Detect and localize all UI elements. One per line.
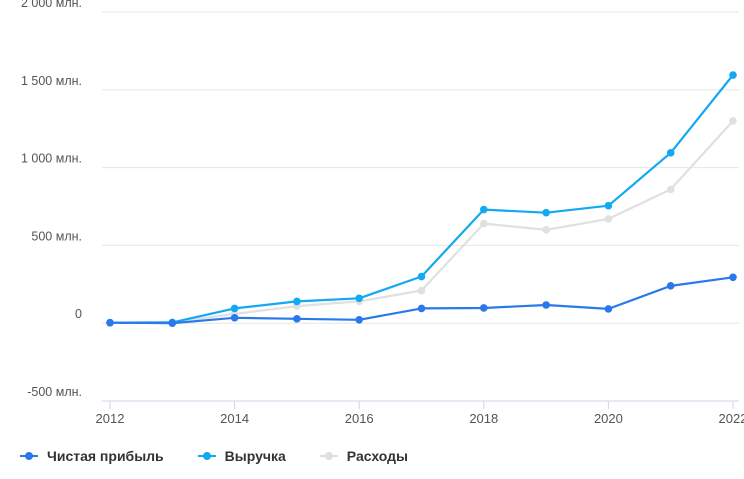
- x-tick-label: 2022: [719, 411, 744, 426]
- net-profit-point: [729, 273, 737, 282]
- net-profit-point: [542, 301, 550, 309]
- expenses-point: [666, 185, 675, 194]
- legend-label: Чистая прибыль: [47, 448, 164, 464]
- y-tick-label: 1 000 млн.: [21, 152, 82, 166]
- revenue-point: [604, 201, 613, 210]
- legend-marker-icon: [197, 451, 216, 461]
- revenue-point: [480, 205, 488, 214]
- revenue-line: [108, 73, 735, 324]
- net-profit-point: [355, 315, 364, 324]
- expenses-point: [604, 215, 613, 223]
- legend-item-net-profit[interactable]: Чистая прибыль: [20, 448, 164, 464]
- y-axis: 2 000 млн. 1 500 млн. 1 000 млн. 500 млн. 0 -…: [21, 0, 82, 399]
- y-tick-label: 500 млн.: [31, 229, 82, 243]
- revenue-point: [542, 208, 550, 217]
- expenses-point: [417, 286, 426, 295]
- grid-lines: [102, 11, 739, 402]
- series-group: [106, 71, 737, 328]
- y-tick-label: 2 000 млн.: [21, 0, 82, 10]
- net-profit-point: [666, 282, 675, 290]
- revenue-point: [417, 272, 426, 281]
- revenue-point: [230, 304, 239, 313]
- legend-item-expenses[interactable]: Расходы: [319, 448, 408, 464]
- expenses-point: [480, 219, 488, 228]
- line-chart: 2 000 млн. 1 500 млн. 1 000 млн. 500 млн. 0 -…: [21, 0, 744, 426]
- net-profit-point: [168, 319, 177, 328]
- net-profit-point: [480, 304, 488, 312]
- legend-marker-icon: [20, 451, 38, 461]
- revenue-point: [355, 294, 364, 303]
- y-tick-label: -500 млн.: [27, 385, 82, 399]
- y-tick-label: 1 500 млн.: [21, 74, 82, 88]
- revenue-point: [666, 149, 675, 157]
- x-axis: 2012 2014 2016 2018 2020 2022: [96, 400, 744, 426]
- x-tick-label: 2018: [469, 411, 498, 426]
- legend-item-revenue[interactable]: Выручка: [197, 448, 286, 464]
- x-tick-label: 2020: [594, 411, 623, 426]
- y-tick-label: 0: [75, 307, 82, 321]
- revenue-point: [729, 71, 737, 79]
- net-profit-point: [293, 315, 301, 323]
- revenue-point: [293, 297, 301, 306]
- net-profit-point: [604, 305, 613, 313]
- net-profit-point: [417, 304, 426, 313]
- legend-marker-icon: [319, 451, 338, 461]
- legend-label: Расходы: [346, 448, 408, 464]
- x-tick-label: 2012: [96, 411, 125, 426]
- expenses-point: [542, 226, 550, 234]
- x-tick-label: 2016: [345, 411, 374, 426]
- x-tick-label: 2014: [220, 411, 249, 426]
- net-profit-point: [230, 313, 239, 322]
- legend-label: Выручка: [224, 448, 286, 464]
- legend: Чистая прибыль Выручка Расходы: [20, 448, 408, 464]
- expenses-point: [729, 117, 737, 125]
- net-profit-point: [106, 318, 114, 327]
